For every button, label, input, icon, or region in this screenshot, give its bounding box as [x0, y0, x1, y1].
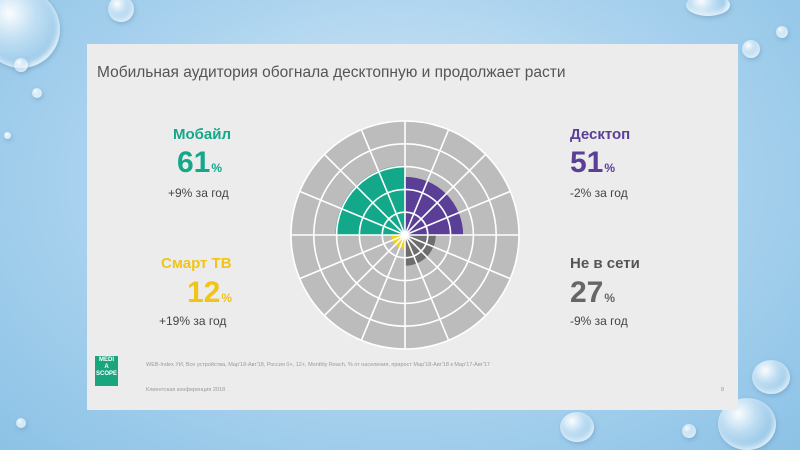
droplet-decoration [742, 40, 760, 58]
smarttv-value-number: 12 [187, 276, 221, 309]
offline-label: Не в сети [570, 255, 640, 272]
droplet-decoration [560, 412, 594, 442]
smarttv-change: +19% за год [159, 314, 227, 328]
droplet-decoration [14, 58, 28, 72]
desktop-value: 51% [570, 146, 615, 180]
chart-grid-spoke [404, 153, 487, 236]
chart-grid-spoke [299, 190, 406, 236]
offline-value-unit: % [604, 291, 616, 305]
smarttv-value: 12% [187, 276, 232, 310]
chart-grid-spoke [404, 234, 450, 341]
droplet-decoration [16, 418, 26, 428]
droplet-decoration [776, 26, 788, 38]
droplet-decoration [108, 0, 134, 22]
chart-grid-spoke [360, 129, 406, 236]
desktop-value-unit: % [604, 161, 616, 175]
droplet-decoration [686, 0, 730, 16]
mobile-value-number: 61 [177, 146, 211, 179]
chart-grid-spoke [360, 234, 406, 341]
presentation-slide: Мобильная аудитория обогнала десктопную … [87, 44, 738, 410]
offline-value: 27% [570, 276, 615, 310]
smarttv-label: Смарт ТВ [161, 255, 232, 272]
mobile-label: Мобайл [173, 126, 232, 143]
offline-value-number: 27 [570, 276, 604, 309]
chart-grid-spoke [404, 129, 450, 236]
mobile-value-unit: % [211, 161, 223, 175]
smarttv-value-unit: % [221, 291, 233, 305]
chart-grid-spoke [404, 234, 487, 317]
desktop-value-number: 51 [570, 146, 604, 179]
source-note: WEB-Index УИ, Все устройства, Мар'18-Авг… [146, 362, 490, 368]
chart-grid-spoke [323, 234, 406, 317]
droplet-decoration [4, 132, 11, 139]
mediascope-logo: MEDI A SCOPE [95, 356, 118, 386]
chart-grid-spoke [323, 153, 406, 236]
droplet-decoration [32, 88, 42, 98]
footer-text: Клиентская конференция 2018 [146, 387, 226, 393]
offline-change: -9% за год [570, 314, 628, 328]
polar-area-chart [290, 120, 520, 350]
desktop-label: Десктоп [570, 126, 631, 143]
slide-title: Мобильная аудитория обогнала десктопную … [97, 64, 566, 81]
droplet-decoration [752, 360, 790, 394]
page-number: 8 [720, 387, 724, 393]
desktop-change: -2% за год [570, 186, 628, 200]
mobile-value: 61% [177, 146, 222, 180]
droplet-decoration [0, 0, 60, 68]
chart-grid-spoke [299, 234, 406, 280]
chart-grid-spoke [404, 190, 511, 236]
mobile-change: +9% за год [168, 186, 229, 200]
chart-grid-spoke [404, 234, 511, 280]
droplet-decoration [682, 424, 696, 438]
